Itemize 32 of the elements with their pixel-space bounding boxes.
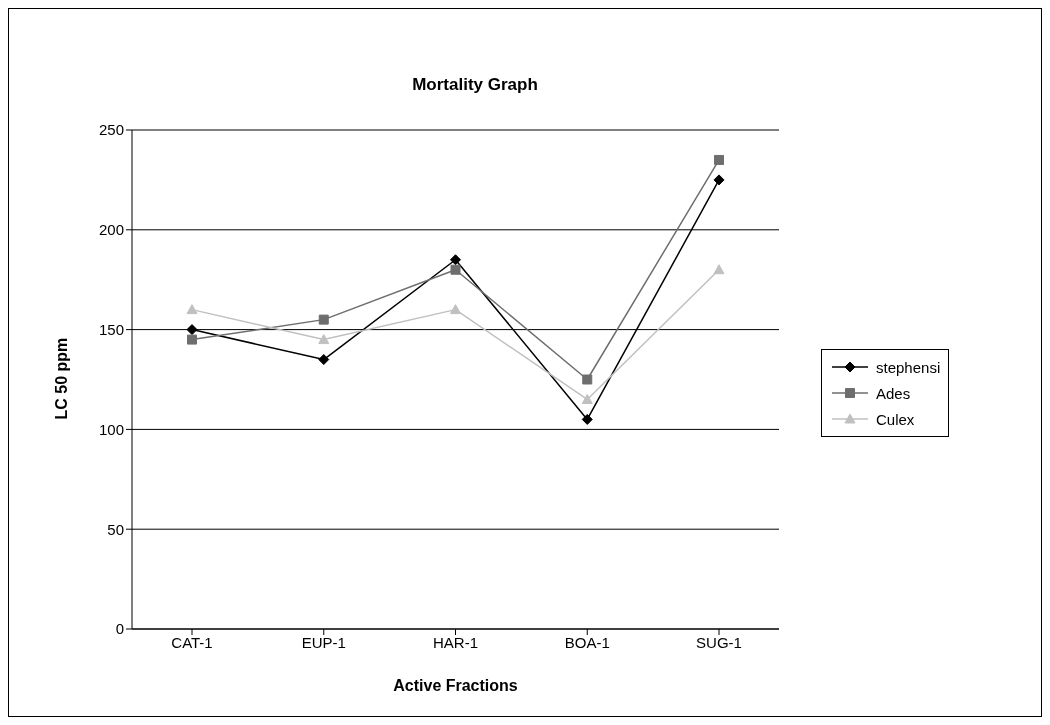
y-tick-label: 0	[115, 620, 124, 638]
y-tick-label: 250	[98, 121, 124, 139]
point	[318, 354, 330, 366]
point	[713, 174, 725, 186]
y-axis-title: LC 50 ppm	[52, 337, 70, 420]
legend-label: stephensi	[876, 358, 941, 376]
x-tick-label: SUG-1	[696, 633, 742, 651]
point	[581, 413, 593, 425]
chart-title: Mortality Graph	[411, 75, 539, 95]
legend-label: Culex	[876, 410, 915, 428]
point	[187, 334, 197, 345]
point	[713, 264, 725, 275]
point	[318, 334, 330, 345]
point	[186, 324, 198, 336]
y-tick-label: 200	[98, 221, 124, 239]
point	[318, 314, 329, 325]
x-tick-label: BOA-1	[564, 633, 610, 651]
legend-label: Ades	[876, 384, 911, 402]
point	[450, 254, 461, 266]
y-tick-label: 50	[107, 520, 124, 538]
y-tick-label: 100	[98, 420, 124, 438]
x-tick-label: HAR-1	[432, 633, 479, 651]
point	[450, 264, 461, 275]
point	[450, 304, 461, 315]
x-tick-label: CAT-1	[171, 633, 213, 651]
point	[581, 393, 593, 404]
point	[186, 304, 198, 315]
x-tick-label: EUP-1	[301, 633, 346, 651]
y-tick-label: 150	[98, 320, 124, 338]
x-axis-title: Active Fractions	[393, 677, 518, 694]
point	[714, 154, 724, 165]
point	[582, 374, 593, 385]
